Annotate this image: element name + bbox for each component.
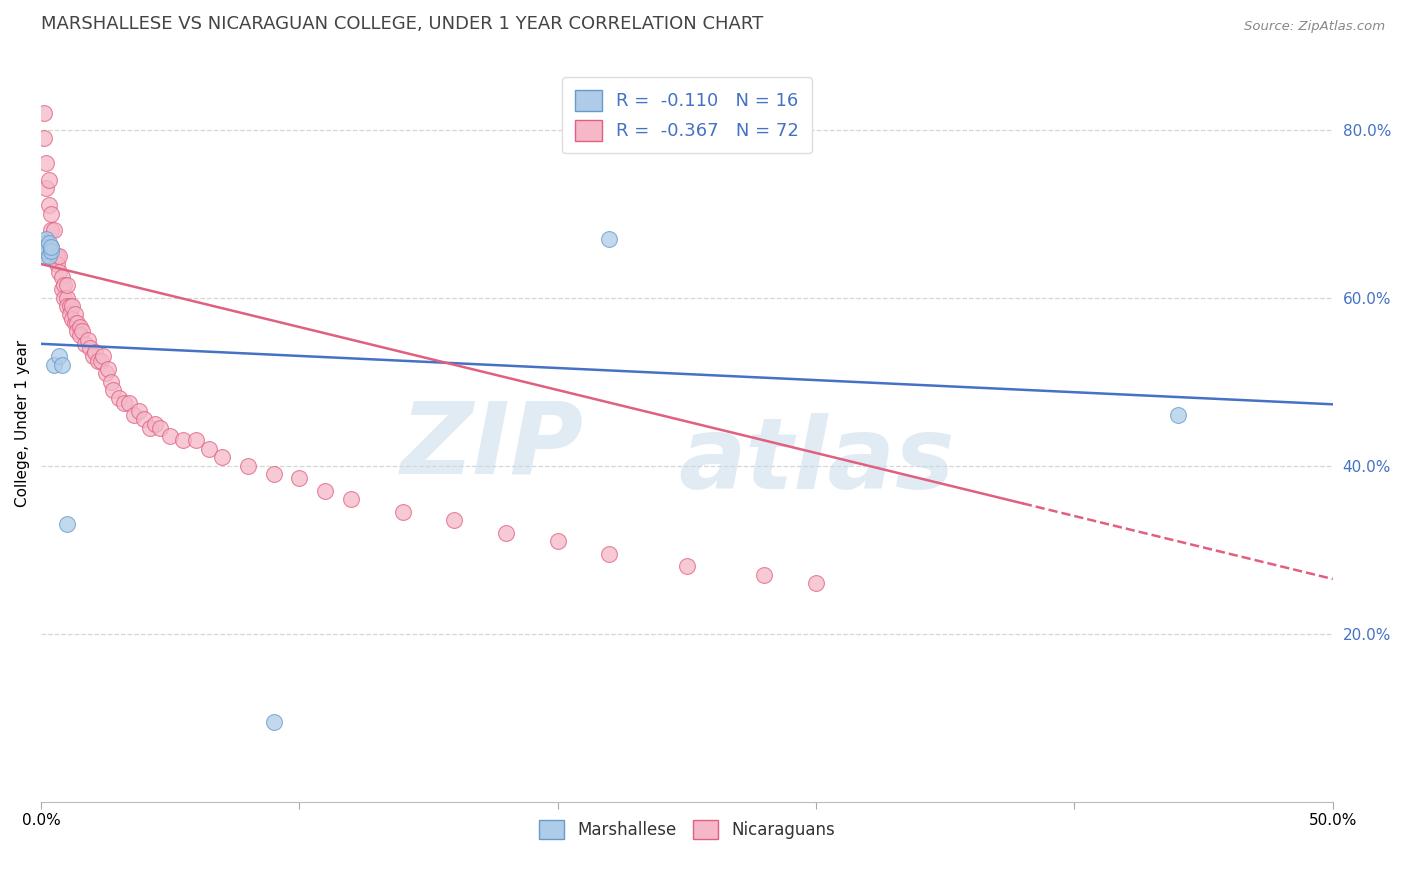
Point [149, 421, 172, 435]
Point [676, 559, 699, 574]
Point [103, 383, 125, 397]
Point [172, 434, 194, 448]
Point [58, 299, 80, 313]
Point [138, 421, 160, 435]
Point [32, 249, 55, 263]
Point [51, 282, 73, 296]
Point [198, 442, 221, 456]
Point [63, 316, 86, 330]
Point [51, 358, 73, 372]
Point [112, 395, 135, 409]
Point [45, 249, 67, 263]
Point [184, 434, 207, 448]
Point [35, 232, 58, 246]
Point [48, 249, 70, 263]
Point [38, 198, 60, 212]
Point [79, 341, 101, 355]
Point [51, 269, 73, 284]
Point [35, 244, 58, 259]
Point [391, 505, 413, 519]
Point [804, 576, 827, 591]
Point [60, 299, 83, 313]
Point [45, 257, 67, 271]
Point [495, 525, 517, 540]
Legend: Marshallese, Nicaraguans: Marshallese, Nicaraguans [531, 814, 842, 847]
Point [35, 156, 58, 170]
Y-axis label: College, Under 1 year: College, Under 1 year [15, 340, 30, 508]
Point [60, 311, 83, 326]
Point [69, 328, 91, 343]
Point [38, 173, 60, 187]
Point [118, 395, 141, 409]
Point [97, 362, 120, 376]
Point [41, 223, 63, 237]
Point [42, 223, 65, 237]
Point [443, 513, 465, 527]
Text: atlas: atlas [678, 413, 955, 510]
Point [48, 350, 70, 364]
Point [32, 235, 55, 250]
Point [48, 265, 70, 279]
Point [314, 483, 336, 498]
Point [56, 517, 79, 532]
Point [63, 308, 86, 322]
Point [122, 408, 145, 422]
Point [134, 412, 156, 426]
Point [66, 316, 89, 330]
Point [69, 320, 91, 334]
Point [41, 244, 63, 259]
Point [32, 106, 55, 120]
Point [84, 345, 107, 359]
Point [41, 240, 63, 254]
Point [143, 417, 166, 431]
Point [87, 353, 110, 368]
Text: Source: ZipAtlas.com: Source: ZipAtlas.com [1244, 20, 1385, 33]
Point [263, 714, 285, 729]
Point [35, 181, 58, 195]
Point [211, 450, 233, 465]
Point [1167, 408, 1189, 422]
Point [159, 429, 181, 443]
Point [53, 291, 76, 305]
Point [56, 291, 79, 305]
Text: MARSHALLESE VS NICARAGUAN COLLEGE, UNDER 1 YEAR CORRELATION CHART: MARSHALLESE VS NICARAGUAN COLLEGE, UNDER… [41, 15, 763, 33]
Point [58, 308, 80, 322]
Point [38, 249, 60, 263]
Point [94, 366, 117, 380]
Point [38, 235, 60, 250]
Point [288, 471, 311, 485]
Point [53, 278, 76, 293]
Point [547, 534, 569, 549]
Point [42, 249, 65, 263]
Point [340, 492, 363, 507]
Point [598, 232, 620, 246]
Point [35, 240, 58, 254]
Point [754, 567, 776, 582]
Point [82, 350, 104, 364]
Point [56, 278, 79, 293]
Point [76, 333, 98, 347]
Point [89, 353, 111, 368]
Point [236, 458, 259, 473]
Point [598, 547, 620, 561]
Point [91, 350, 114, 364]
Point [41, 240, 63, 254]
Point [72, 324, 94, 338]
Point [32, 131, 55, 145]
Point [107, 392, 129, 406]
Point [263, 467, 285, 481]
Point [41, 207, 63, 221]
Point [128, 404, 150, 418]
Point [100, 375, 122, 389]
Text: ZIP: ZIP [401, 398, 583, 495]
Point [73, 336, 96, 351]
Point [66, 324, 89, 338]
Point [42, 358, 65, 372]
Point [56, 299, 79, 313]
